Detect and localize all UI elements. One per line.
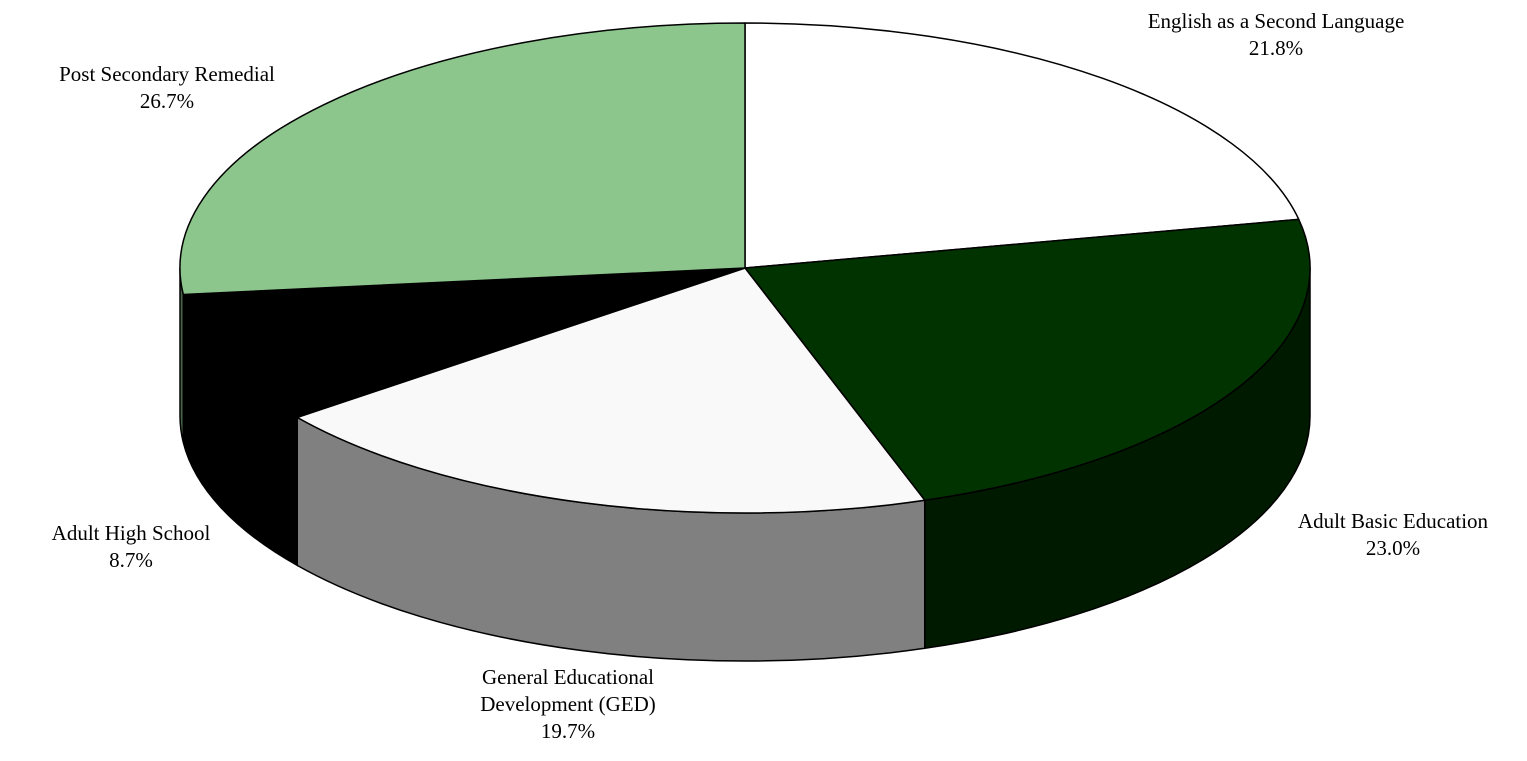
pie-slice-english-as-a-second-language <box>744 22 1300 269</box>
slice-name-line-1: General Educational <box>482 665 654 689</box>
slice-percent: 26.7% <box>139 89 195 113</box>
slice-label-post-secondary-remedial: Post Secondary Remedial 26.7% <box>59 61 275 115</box>
pie-slice-adult-basic-education <box>744 218 1311 502</box>
slice-name-line-2: Development (GED) <box>480 692 656 716</box>
pie-slice-general-educational-development-ged <box>296 267 926 514</box>
slice-label-adult-basic-education: Adult Basic Education 23.0% <box>1298 508 1488 562</box>
slice-label-adult-high-school: Adult High School 8.7% <box>52 520 211 574</box>
slice-name: Post Secondary Remedial <box>59 62 275 86</box>
pie-slice-post-secondary-remedial <box>179 22 746 296</box>
slice-label-english-as-a-second-language: English as a Second Language 21.8% <box>1148 8 1405 62</box>
slice-percent: 19.7% <box>540 719 596 743</box>
slice-name: Adult Basic Education <box>1297 509 1489 533</box>
slice-percent: 8.7% <box>109 548 153 572</box>
slice-percent: 21.8% <box>1248 36 1304 60</box>
pie-slice-adult-high-school <box>182 267 746 419</box>
slice-label-general-educational-development: General Educational Development (GED) 19… <box>480 664 656 745</box>
slice-percent: 23.0% <box>1365 536 1421 560</box>
pie-slices <box>179 22 1311 514</box>
slice-name: English as a Second Language <box>1147 9 1405 33</box>
slice-name: Adult High School <box>51 521 211 545</box>
